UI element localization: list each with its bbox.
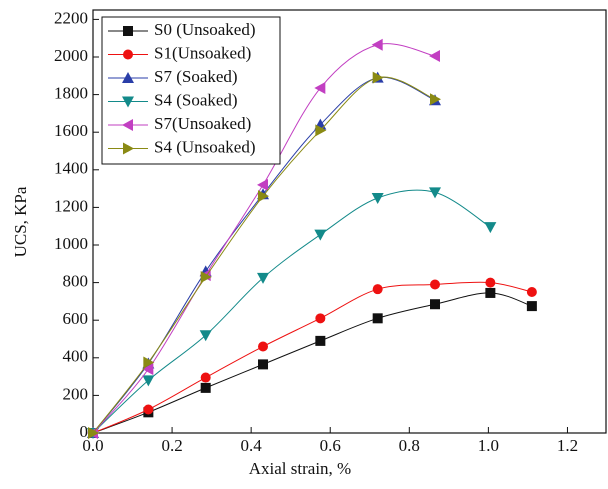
y-tick-label: 1600 <box>54 121 88 140</box>
data-point <box>485 287 496 298</box>
legend-marker <box>123 49 133 60</box>
data-point <box>258 341 269 352</box>
y-tick-label: 200 <box>63 384 89 403</box>
plot-frame <box>92 9 607 434</box>
data-point <box>143 404 154 415</box>
x-tick-label: 0.6 <box>320 436 341 455</box>
data-point <box>314 82 326 95</box>
data-point <box>143 356 155 369</box>
legend-marker <box>123 26 133 36</box>
data-point <box>430 299 441 310</box>
data-point <box>315 124 327 137</box>
y-tick-label: 1200 <box>54 196 88 215</box>
legend-label: S4 (Unsoaked) <box>154 137 256 156</box>
data-point <box>315 313 326 324</box>
data-point <box>372 284 383 295</box>
data-point <box>258 190 270 203</box>
legend-marker <box>123 142 134 155</box>
y-tick-label: 600 <box>63 309 89 328</box>
data-point <box>372 313 383 324</box>
x-tick-label: 1.2 <box>557 436 578 455</box>
legend-label: S1(Unsoaked) <box>154 43 251 62</box>
legend-marker <box>122 96 134 108</box>
data-point <box>526 301 537 312</box>
data-point <box>88 427 99 439</box>
data-point <box>200 372 211 383</box>
series-line <box>92 281 532 434</box>
data-point <box>314 229 327 241</box>
data-point <box>371 38 383 51</box>
data-point <box>371 193 384 204</box>
data-point <box>199 330 212 342</box>
series-line <box>92 292 533 434</box>
y-tick-label: 2000 <box>54 46 88 65</box>
x-tick-label: 0.8 <box>399 436 420 455</box>
data-point <box>430 93 442 106</box>
legend-label: S7(Unsoaked) <box>154 114 251 133</box>
legend-label: S7 (Soaked) <box>154 67 238 86</box>
legend-marker <box>122 119 133 131</box>
x-axis-label: Axial strain, % <box>249 459 351 478</box>
x-tick-label: 0.2 <box>161 436 182 455</box>
data-point <box>430 279 441 290</box>
legend-box <box>101 16 281 165</box>
y-tick-label: 800 <box>63 272 89 291</box>
x-tick-label: 1.0 <box>478 436 499 455</box>
legend-marker <box>122 72 134 83</box>
data-point <box>485 277 496 288</box>
data-point <box>484 222 497 234</box>
y-tick-label: 400 <box>63 347 89 366</box>
legend-label: S0 (Unsoaked) <box>154 20 256 39</box>
y-tick-label: 1400 <box>54 159 88 178</box>
data-point <box>429 50 441 63</box>
data-point <box>142 363 154 376</box>
y-tick-label: 0 <box>80 422 89 441</box>
data-point <box>372 71 384 84</box>
legend-label: S4 (Soaked) <box>154 90 238 109</box>
y-tick-label: 1000 <box>54 234 88 253</box>
data-point <box>258 359 269 370</box>
data-point <box>429 187 442 199</box>
data-point <box>257 178 269 191</box>
data-point <box>526 287 537 297</box>
data-point <box>200 382 211 393</box>
y-tick-label: 1800 <box>54 84 88 103</box>
y-tick-label: 2200 <box>54 8 88 27</box>
x-tick-label: 0.4 <box>241 436 263 455</box>
data-point <box>142 375 155 387</box>
data-point <box>315 335 326 346</box>
data-point <box>200 270 212 283</box>
series-line <box>92 189 491 434</box>
y-axis-label: UCS, KPa <box>11 186 30 257</box>
x-tick-label: 0.0 <box>82 436 103 455</box>
data-point <box>257 272 270 284</box>
